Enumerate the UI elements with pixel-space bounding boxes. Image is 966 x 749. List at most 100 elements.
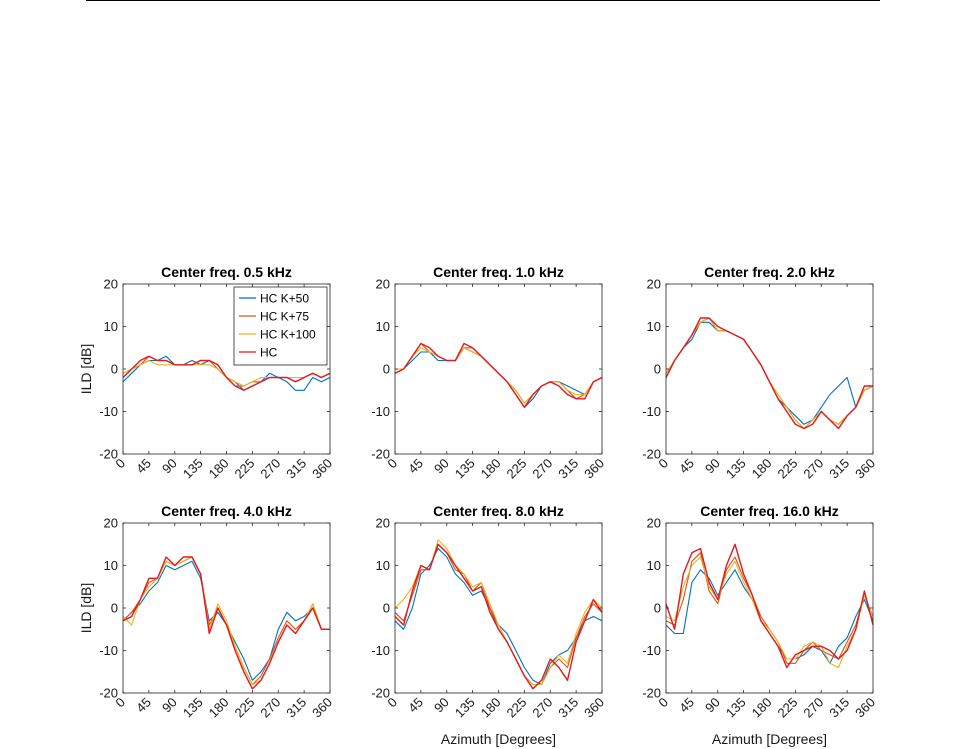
x-tick-label: 0 — [112, 695, 128, 711]
subplot-title: Center freq. 1.0 kHz — [433, 264, 564, 280]
x-tick-label: 180 — [206, 695, 232, 721]
x-tick-label: 360 — [852, 695, 878, 721]
y-tick-label: 10 — [104, 319, 118, 334]
x-tick-label: 225 — [775, 695, 801, 721]
x-tick-label: 135 — [180, 456, 206, 482]
x-tick-label: 225 — [232, 695, 258, 721]
series-line-hc — [665, 543, 874, 669]
series-line-hc — [122, 355, 331, 391]
series-line-hc — [394, 543, 603, 690]
x-tick-label: 270 — [257, 695, 283, 721]
x-tick-label: 0 — [384, 695, 400, 711]
y-tick-label: -20 — [371, 686, 390, 701]
x-tick-label: 135 — [723, 456, 749, 482]
series-line-hc — [394, 342, 603, 408]
y-tick-label: -10 — [642, 404, 661, 419]
y-tick-label: 20 — [376, 516, 390, 531]
x-tick-label: 270 — [800, 695, 826, 721]
legend-label: HC K+100 — [260, 328, 316, 342]
plot-area — [666, 284, 873, 454]
x-tick-label: 180 — [749, 456, 775, 482]
subplot-title: Center freq. 16.0 kHz — [700, 503, 839, 519]
x-tick-label: 45 — [133, 695, 154, 716]
y-tick-label: 0 — [654, 601, 661, 616]
x-tick-label: 360 — [581, 695, 607, 721]
x-tick-label: 45 — [405, 695, 426, 716]
x-tick-label: 360 — [309, 456, 335, 482]
y-tick-label: -20 — [642, 686, 661, 701]
y-tick-label: -20 — [642, 447, 661, 462]
x-tick-label: 270 — [529, 456, 555, 482]
plot-area — [666, 523, 873, 693]
legend-label: HC K+50 — [260, 292, 309, 306]
x-tick-label: 0 — [655, 456, 671, 472]
y-tick-label: -10 — [371, 643, 390, 658]
x-tick-label: 180 — [478, 695, 504, 721]
x-tick-label: 0 — [384, 456, 400, 472]
x-tick-label: 270 — [257, 456, 283, 482]
subplot-title: Center freq. 2.0 kHz — [704, 264, 835, 280]
x-tick-label: 90 — [431, 456, 452, 477]
y-tick-label: -20 — [99, 686, 118, 701]
x-tick-label: 225 — [232, 456, 258, 482]
x-tick-label: 90 — [159, 695, 180, 716]
y-tick-label: 10 — [647, 319, 661, 334]
x-tick-label: 0 — [655, 695, 671, 711]
x-tick-label: 135 — [723, 695, 749, 721]
series-line-hc — [122, 556, 330, 690]
x-tick-label: 135 — [180, 695, 206, 721]
x-tick-label: 315 — [283, 695, 309, 721]
x-tick-label: 315 — [826, 695, 852, 721]
y-tick-label: 10 — [376, 319, 390, 334]
legend: HC K+50 HC K+75 HC K+100 HC — [233, 286, 328, 366]
page-top-rule — [86, 0, 880, 1]
y-tick-label: 20 — [647, 277, 661, 292]
y-tick-label: 20 — [376, 277, 390, 292]
x-tick-label: 45 — [676, 695, 697, 716]
x-tick-label: 90 — [702, 456, 723, 477]
subplot-title: Center freq. 4.0 kHz — [161, 503, 292, 519]
x-tick-label: 180 — [478, 456, 504, 482]
x-tick-label: 90 — [431, 695, 452, 716]
y-tick-label: 0 — [111, 362, 118, 377]
x-tick-label: 0 — [112, 456, 128, 472]
y-tick-label: -20 — [99, 447, 118, 462]
series-line-hc — [665, 317, 873, 430]
y-tick-label: 20 — [647, 516, 661, 531]
x-tick-label: 90 — [159, 456, 180, 477]
x-tick-label: 225 — [775, 456, 801, 482]
x-tick-label: 270 — [800, 456, 826, 482]
x-tick-label: 315 — [283, 456, 309, 482]
x-tick-label: 315 — [555, 695, 581, 721]
subplot-title: Center freq. 0.5 kHz — [161, 264, 292, 280]
plot-area — [123, 523, 330, 693]
x-tick-label: 135 — [452, 695, 478, 721]
x-tick-label: 360 — [581, 456, 607, 482]
y-tick-label: 0 — [654, 362, 661, 377]
y-axis-label: ILD [dB] — [78, 583, 94, 634]
x-tick-label: 225 — [504, 456, 530, 482]
y-tick-label: 0 — [383, 362, 390, 377]
y-tick-label: -10 — [642, 643, 661, 658]
x-tick-label: 360 — [852, 456, 878, 482]
y-tick-label: 20 — [104, 277, 118, 292]
y-tick-label: 10 — [647, 558, 661, 573]
x-tick-label: 45 — [133, 456, 154, 477]
x-tick-label: 135 — [452, 456, 478, 482]
x-tick-label: 315 — [826, 456, 852, 482]
x-tick-label: 90 — [702, 695, 723, 716]
plot-area — [395, 284, 602, 454]
y-tick-label: 0 — [383, 601, 390, 616]
subplot-title: Center freq. 8.0 kHz — [433, 503, 564, 519]
x-tick-label: 180 — [749, 695, 775, 721]
x-tick-label: 270 — [529, 695, 555, 721]
series-line-hc-k-100 — [665, 556, 874, 669]
x-tick-label: 315 — [555, 456, 581, 482]
x-tick-label: 45 — [405, 456, 426, 477]
x-tick-label: 45 — [676, 456, 697, 477]
